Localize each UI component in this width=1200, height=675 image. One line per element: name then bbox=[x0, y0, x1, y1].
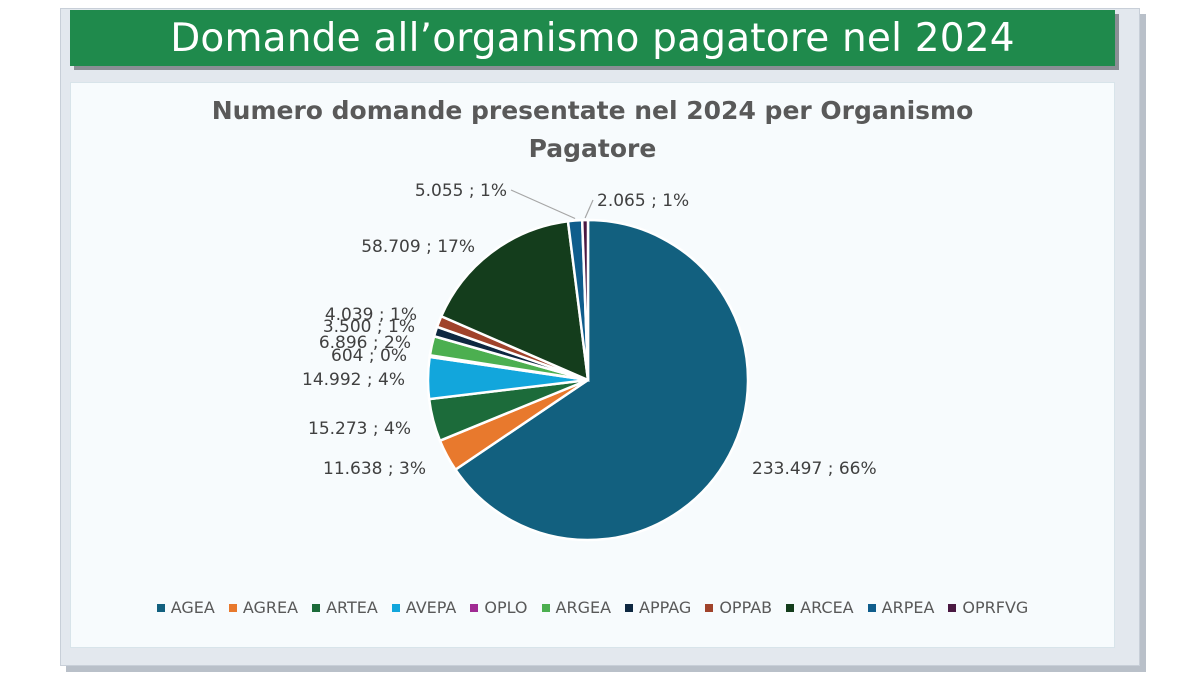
legend-label: AGEA bbox=[170, 598, 215, 617]
legend-label: AGREA bbox=[242, 598, 299, 617]
data-label-artea: 15.273 ; 4% bbox=[308, 419, 411, 439]
legend-swatch bbox=[541, 603, 550, 612]
legend-item-oplo: OPLO bbox=[470, 598, 528, 617]
legend-item-arpea: ARPEA bbox=[867, 598, 935, 617]
leader-line-oprfvg bbox=[584, 199, 594, 219]
pie-slice-agea bbox=[453, 218, 750, 542]
legend-item-agea: AGEA bbox=[156, 598, 215, 617]
legend-label: ARGEA bbox=[555, 598, 612, 617]
legend-item-artea: ARTEA bbox=[312, 598, 378, 617]
chart-legend: AGEA AGREA ARTEA AVEPA OPLO ARGEA APPAG OPPAB AR… bbox=[70, 598, 1115, 617]
data-label-arcea: 58.709 ; 17% bbox=[361, 237, 475, 257]
pie-slice-arcea bbox=[439, 219, 590, 383]
data-label-argea: 6.896 ; 2% bbox=[319, 333, 411, 353]
chart-title-line-1: Numero domande presentate nel 2024 per O… bbox=[211, 96, 974, 125]
legend-item-arcea: ARCEA bbox=[786, 598, 854, 617]
legend-label: ARCEA bbox=[800, 598, 854, 617]
legend-label: AVEPA bbox=[405, 598, 457, 617]
legend-swatch bbox=[948, 603, 957, 612]
data-label-agea: 233.497 ; 66% bbox=[752, 459, 877, 479]
page-title: Domande all’organismo pagatore nel 2024 bbox=[170, 15, 1015, 61]
chart-title-line-2: Pagatore bbox=[528, 134, 657, 163]
legend-item-argea: ARGEA bbox=[541, 598, 612, 617]
data-label-oplo: 604 ; 0% bbox=[331, 346, 407, 366]
legend-swatch bbox=[228, 603, 237, 612]
legend-swatch bbox=[705, 603, 714, 612]
legend-swatch bbox=[312, 603, 321, 612]
legend-item-oprfvg: OPRFVG bbox=[948, 598, 1028, 617]
legend-label: OPRFVG bbox=[962, 598, 1029, 617]
legend-label: OPLO bbox=[484, 598, 528, 617]
legend-swatch bbox=[391, 603, 400, 612]
legend-swatch bbox=[786, 603, 795, 612]
legend-item-appag: APPAG bbox=[625, 598, 691, 617]
data-label-avepa: 14.992 ; 4% bbox=[302, 370, 405, 390]
legend-swatch bbox=[867, 603, 876, 612]
data-label-oppab: 4.039 ; 1% bbox=[325, 305, 417, 325]
data-label-appag: 3.500 ; 1% bbox=[323, 317, 415, 337]
legend-label: ARTEA bbox=[326, 598, 378, 617]
legend-label: APPAG bbox=[639, 598, 692, 617]
chart-title: Numero domande presentate nel 2024 per O… bbox=[70, 92, 1115, 168]
pie-slice-oprfvg bbox=[580, 218, 590, 381]
data-label-agrea: 11.638 ; 3% bbox=[323, 459, 426, 479]
legend-item-oppab: OPPAB bbox=[705, 598, 772, 617]
legend-label: ARPEA bbox=[881, 598, 935, 617]
legend-swatch bbox=[625, 603, 634, 612]
leader-line-arpea bbox=[510, 189, 576, 220]
data-label-oprfvg: 2.065 ; 1% bbox=[597, 191, 689, 211]
data-label-arpea: 5.055 ; 1% bbox=[415, 181, 507, 201]
title-banner: Domande all’organismo pagatore nel 2024 bbox=[70, 10, 1115, 66]
legend-swatch bbox=[470, 603, 479, 612]
legend-label: OPPAB bbox=[719, 598, 773, 617]
legend-item-avepa: AVEPA bbox=[391, 598, 457, 617]
legend-item-agrea: AGREA bbox=[228, 598, 299, 617]
legend-swatch bbox=[156, 603, 165, 612]
